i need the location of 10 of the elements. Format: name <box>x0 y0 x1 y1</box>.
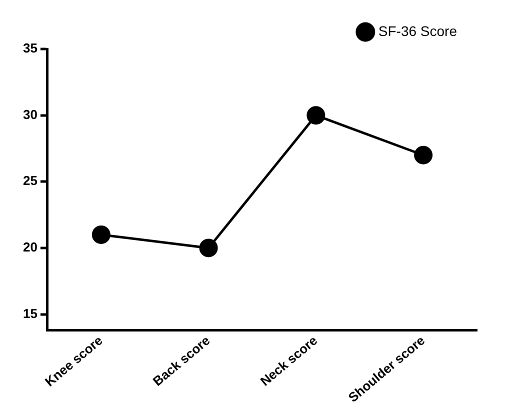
point <box>414 146 433 164</box>
point <box>92 225 110 244</box>
legend-label: SF-36 Score <box>378 22 458 39</box>
y-tick-label: 15 <box>22 306 38 321</box>
y-tick-label: 20 <box>22 240 38 255</box>
y-tick-label: 35 <box>22 40 38 56</box>
y-tick-label: 25 <box>22 173 38 188</box>
y-tick-label: 30 <box>22 106 38 122</box>
point <box>306 106 326 125</box>
point <box>199 238 218 258</box>
